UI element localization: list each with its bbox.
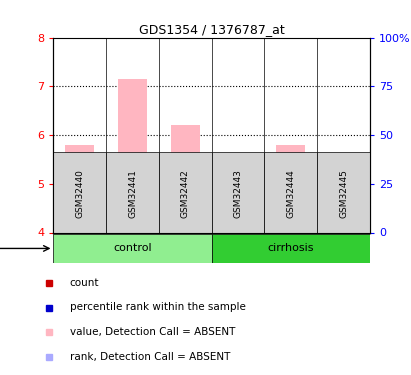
Bar xyxy=(264,152,317,234)
Bar xyxy=(329,215,358,232)
Bar xyxy=(171,229,200,232)
Text: GSM32440: GSM32440 xyxy=(75,169,84,217)
Bar xyxy=(106,152,159,234)
Bar xyxy=(329,229,358,232)
Text: cirrhosis: cirrhosis xyxy=(268,243,314,254)
Bar xyxy=(65,226,94,232)
Text: GSM32442: GSM32442 xyxy=(181,169,190,217)
Text: value, Detection Call = ABSENT: value, Detection Call = ABSENT xyxy=(70,327,235,337)
Bar xyxy=(224,229,252,232)
Text: control: control xyxy=(113,243,152,254)
Bar xyxy=(65,145,94,232)
Bar xyxy=(212,234,370,262)
Text: GSM32443: GSM32443 xyxy=(233,169,242,217)
Text: GSM32441: GSM32441 xyxy=(128,169,137,217)
Bar xyxy=(159,152,212,234)
Text: GSM32444: GSM32444 xyxy=(286,169,295,217)
Bar xyxy=(53,152,106,234)
Bar xyxy=(276,145,305,232)
Bar xyxy=(212,152,264,234)
Text: GSM32445: GSM32445 xyxy=(339,169,348,217)
Bar xyxy=(224,166,252,232)
Bar xyxy=(276,226,305,232)
Bar xyxy=(317,152,370,234)
Bar xyxy=(171,125,200,232)
Bar xyxy=(118,226,147,232)
Title: GDS1354 / 1376787_at: GDS1354 / 1376787_at xyxy=(139,23,284,36)
Text: percentile rank within the sample: percentile rank within the sample xyxy=(70,303,246,312)
Text: count: count xyxy=(70,278,99,288)
Bar xyxy=(118,79,147,232)
Text: rank, Detection Call = ABSENT: rank, Detection Call = ABSENT xyxy=(70,352,230,362)
Bar xyxy=(53,234,212,262)
